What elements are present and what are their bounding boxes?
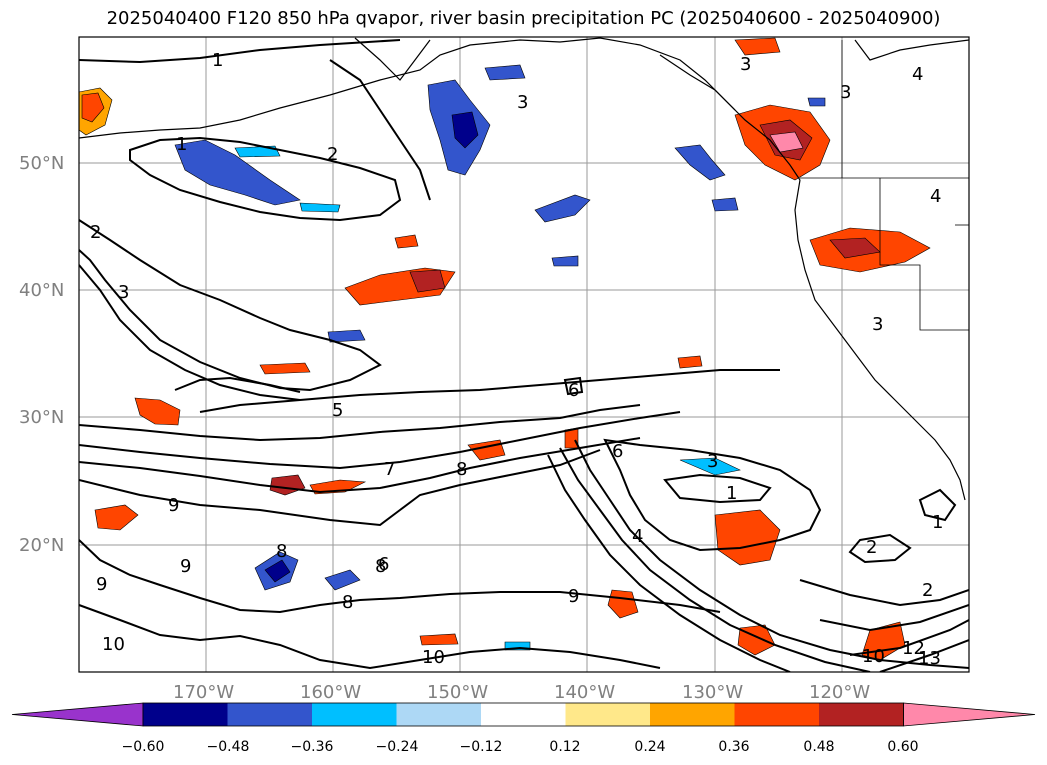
colorbar-tick-label: −0.60 xyxy=(122,739,165,755)
contour-label: 3 xyxy=(740,54,751,75)
lon-tick-label: 160°W xyxy=(300,682,361,703)
colorbar-tick-labels: −0.60 −0.48 −0.36 −0.24 −0.12 0.12 0.24 … xyxy=(122,739,919,755)
lon-tick-label: 170°W xyxy=(173,682,234,703)
contour-label: 5 xyxy=(332,400,343,421)
contour-label: 3 xyxy=(872,314,883,335)
colorbar-cell xyxy=(565,703,651,726)
colorbar: −0.60 −0.48 −0.36 −0.24 −0.12 0.12 0.24 … xyxy=(11,702,1036,755)
lat-tick-label: 30°N xyxy=(19,407,64,428)
colorbar-extend-left xyxy=(11,702,144,727)
colorbar-cell xyxy=(819,703,904,726)
plot-frame xyxy=(78,36,970,673)
contour-label: 1 xyxy=(726,483,737,504)
lon-tick-label: 120°W xyxy=(809,682,870,703)
contour-label: 1 xyxy=(176,134,187,155)
contour-label: 3 xyxy=(517,92,528,113)
lat-tick-label: 50°N xyxy=(19,153,64,174)
contour-label: 4 xyxy=(912,64,923,85)
contour-label: 3 xyxy=(707,451,718,472)
contour-label: 8 xyxy=(342,592,353,613)
contour-label: 4 xyxy=(930,186,941,207)
colorbar-tick-label: 0.24 xyxy=(634,739,665,755)
colorbar-outline xyxy=(142,702,904,727)
contour-label: 2 xyxy=(922,580,933,601)
contour-label: 10 xyxy=(422,647,445,668)
precip-pc-fill xyxy=(79,37,931,661)
contour-label: 6 xyxy=(378,554,389,575)
lon-tick-label: 130°W xyxy=(682,682,743,703)
contour-label: 8 xyxy=(456,459,467,480)
contour-label: 9 xyxy=(96,574,107,595)
lon-tick-label: 140°W xyxy=(554,682,615,703)
colorbar-tick-label: 0.12 xyxy=(549,739,580,755)
lat-tick-label: 20°N xyxy=(19,535,64,556)
lon-tick-label: 150°W xyxy=(427,682,488,703)
contour-label: 3 xyxy=(840,82,851,103)
contour-label: 12 xyxy=(902,638,925,659)
colorbar-tick-label: −0.12 xyxy=(460,739,503,755)
colorbar-cell xyxy=(481,703,566,726)
contour-label: 9 xyxy=(568,586,579,607)
contour-label: 10 xyxy=(102,634,125,655)
lat-tick-labels: 50°N 40°N 30°N 20°N xyxy=(19,153,64,556)
colorbar-cell xyxy=(396,703,482,726)
gridlines xyxy=(79,37,969,672)
negative-pc-areas xyxy=(174,64,826,651)
colorbar-cell xyxy=(650,703,735,726)
map-plot-area: 1 1 2 2 3 3 3 3 3 4 4 5 6 6 7 8 8 8 9 9 … xyxy=(79,37,969,672)
contour-label: 1 xyxy=(932,512,943,533)
contour-label: 2 xyxy=(327,144,338,165)
contour-label: 13 xyxy=(918,648,941,669)
colorbar-tick-label: −0.48 xyxy=(207,739,250,755)
qvapor-contours xyxy=(79,39,969,672)
contour-label: 8 xyxy=(375,556,386,577)
lon-tick-labels: 170°W 160°W 150°W 140°W 130°W 120°W xyxy=(173,682,870,703)
colorbar-tick-label: 0.36 xyxy=(718,739,749,755)
colorbar-tick-label: 0.48 xyxy=(803,739,834,755)
contour-labels: 1 1 2 2 3 3 3 3 3 4 4 5 6 6 7 8 8 8 9 9 … xyxy=(90,50,943,669)
contour-label: 2 xyxy=(866,537,877,558)
contour-label: 3 xyxy=(118,282,129,303)
contour-label: 9 xyxy=(168,495,179,516)
colorbar-tick-label: −0.36 xyxy=(291,739,334,755)
contour-label: 7 xyxy=(384,459,395,480)
lat-tick-label: 40°N xyxy=(19,280,64,301)
map-title: 2025040400 F120 850 hPa qvapor, river ba… xyxy=(106,8,941,29)
contour-label: 2 xyxy=(90,222,101,243)
colorbar-tick-label: −0.24 xyxy=(376,739,419,755)
contour-label: 9 xyxy=(180,556,191,577)
coastlines xyxy=(79,37,969,501)
contour-label: 4 xyxy=(632,526,643,547)
colorbar-cell xyxy=(734,703,820,726)
political-borders xyxy=(800,40,969,331)
colorbar-cell xyxy=(143,703,228,726)
contour-label: 6 xyxy=(568,380,579,401)
colorbar-extend-right xyxy=(903,702,1036,727)
colorbar-cell xyxy=(312,703,397,726)
contour-label: 6 xyxy=(612,441,623,462)
colorbar-cells xyxy=(11,702,1036,727)
positive-pc-areas xyxy=(79,37,931,661)
contour-label: 10 xyxy=(862,646,885,667)
contour-label: 8 xyxy=(276,541,287,562)
contour-label: 1 xyxy=(212,50,223,71)
colorbar-tick-label: 0.60 xyxy=(887,739,918,755)
colorbar-cell xyxy=(227,703,313,726)
